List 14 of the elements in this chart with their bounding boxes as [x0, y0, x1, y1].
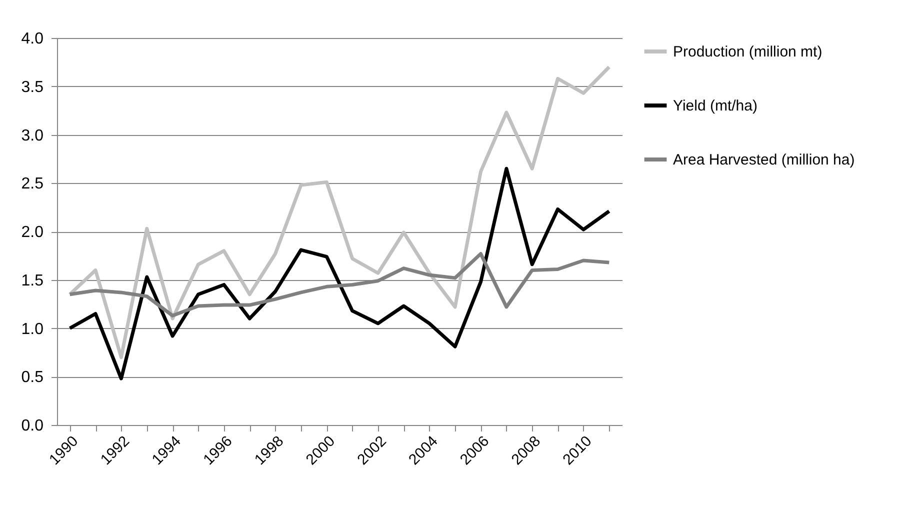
line-series: [68, 166, 611, 380]
legend-label: Area Harvested (million ha): [673, 152, 855, 168]
line-series: [68, 65, 611, 360]
y-tick-label: 3.5: [21, 78, 44, 96]
y-tick-label: 2.5: [21, 176, 44, 193]
y-tick-label: 0.5: [21, 369, 44, 386]
y-tick-label: 0.0: [21, 418, 44, 434]
y-tick-label: 2.0: [21, 224, 44, 241]
legend-label: Production (million mt): [673, 44, 822, 60]
y-tick-label: 4.0: [21, 30, 44, 48]
y-tick-label: 3.0: [21, 127, 44, 144]
y-tick-label: 1.5: [21, 272, 44, 290]
legend-label: Yield (mt/ha): [673, 98, 758, 114]
y-tick-label: 1.0: [21, 320, 44, 338]
